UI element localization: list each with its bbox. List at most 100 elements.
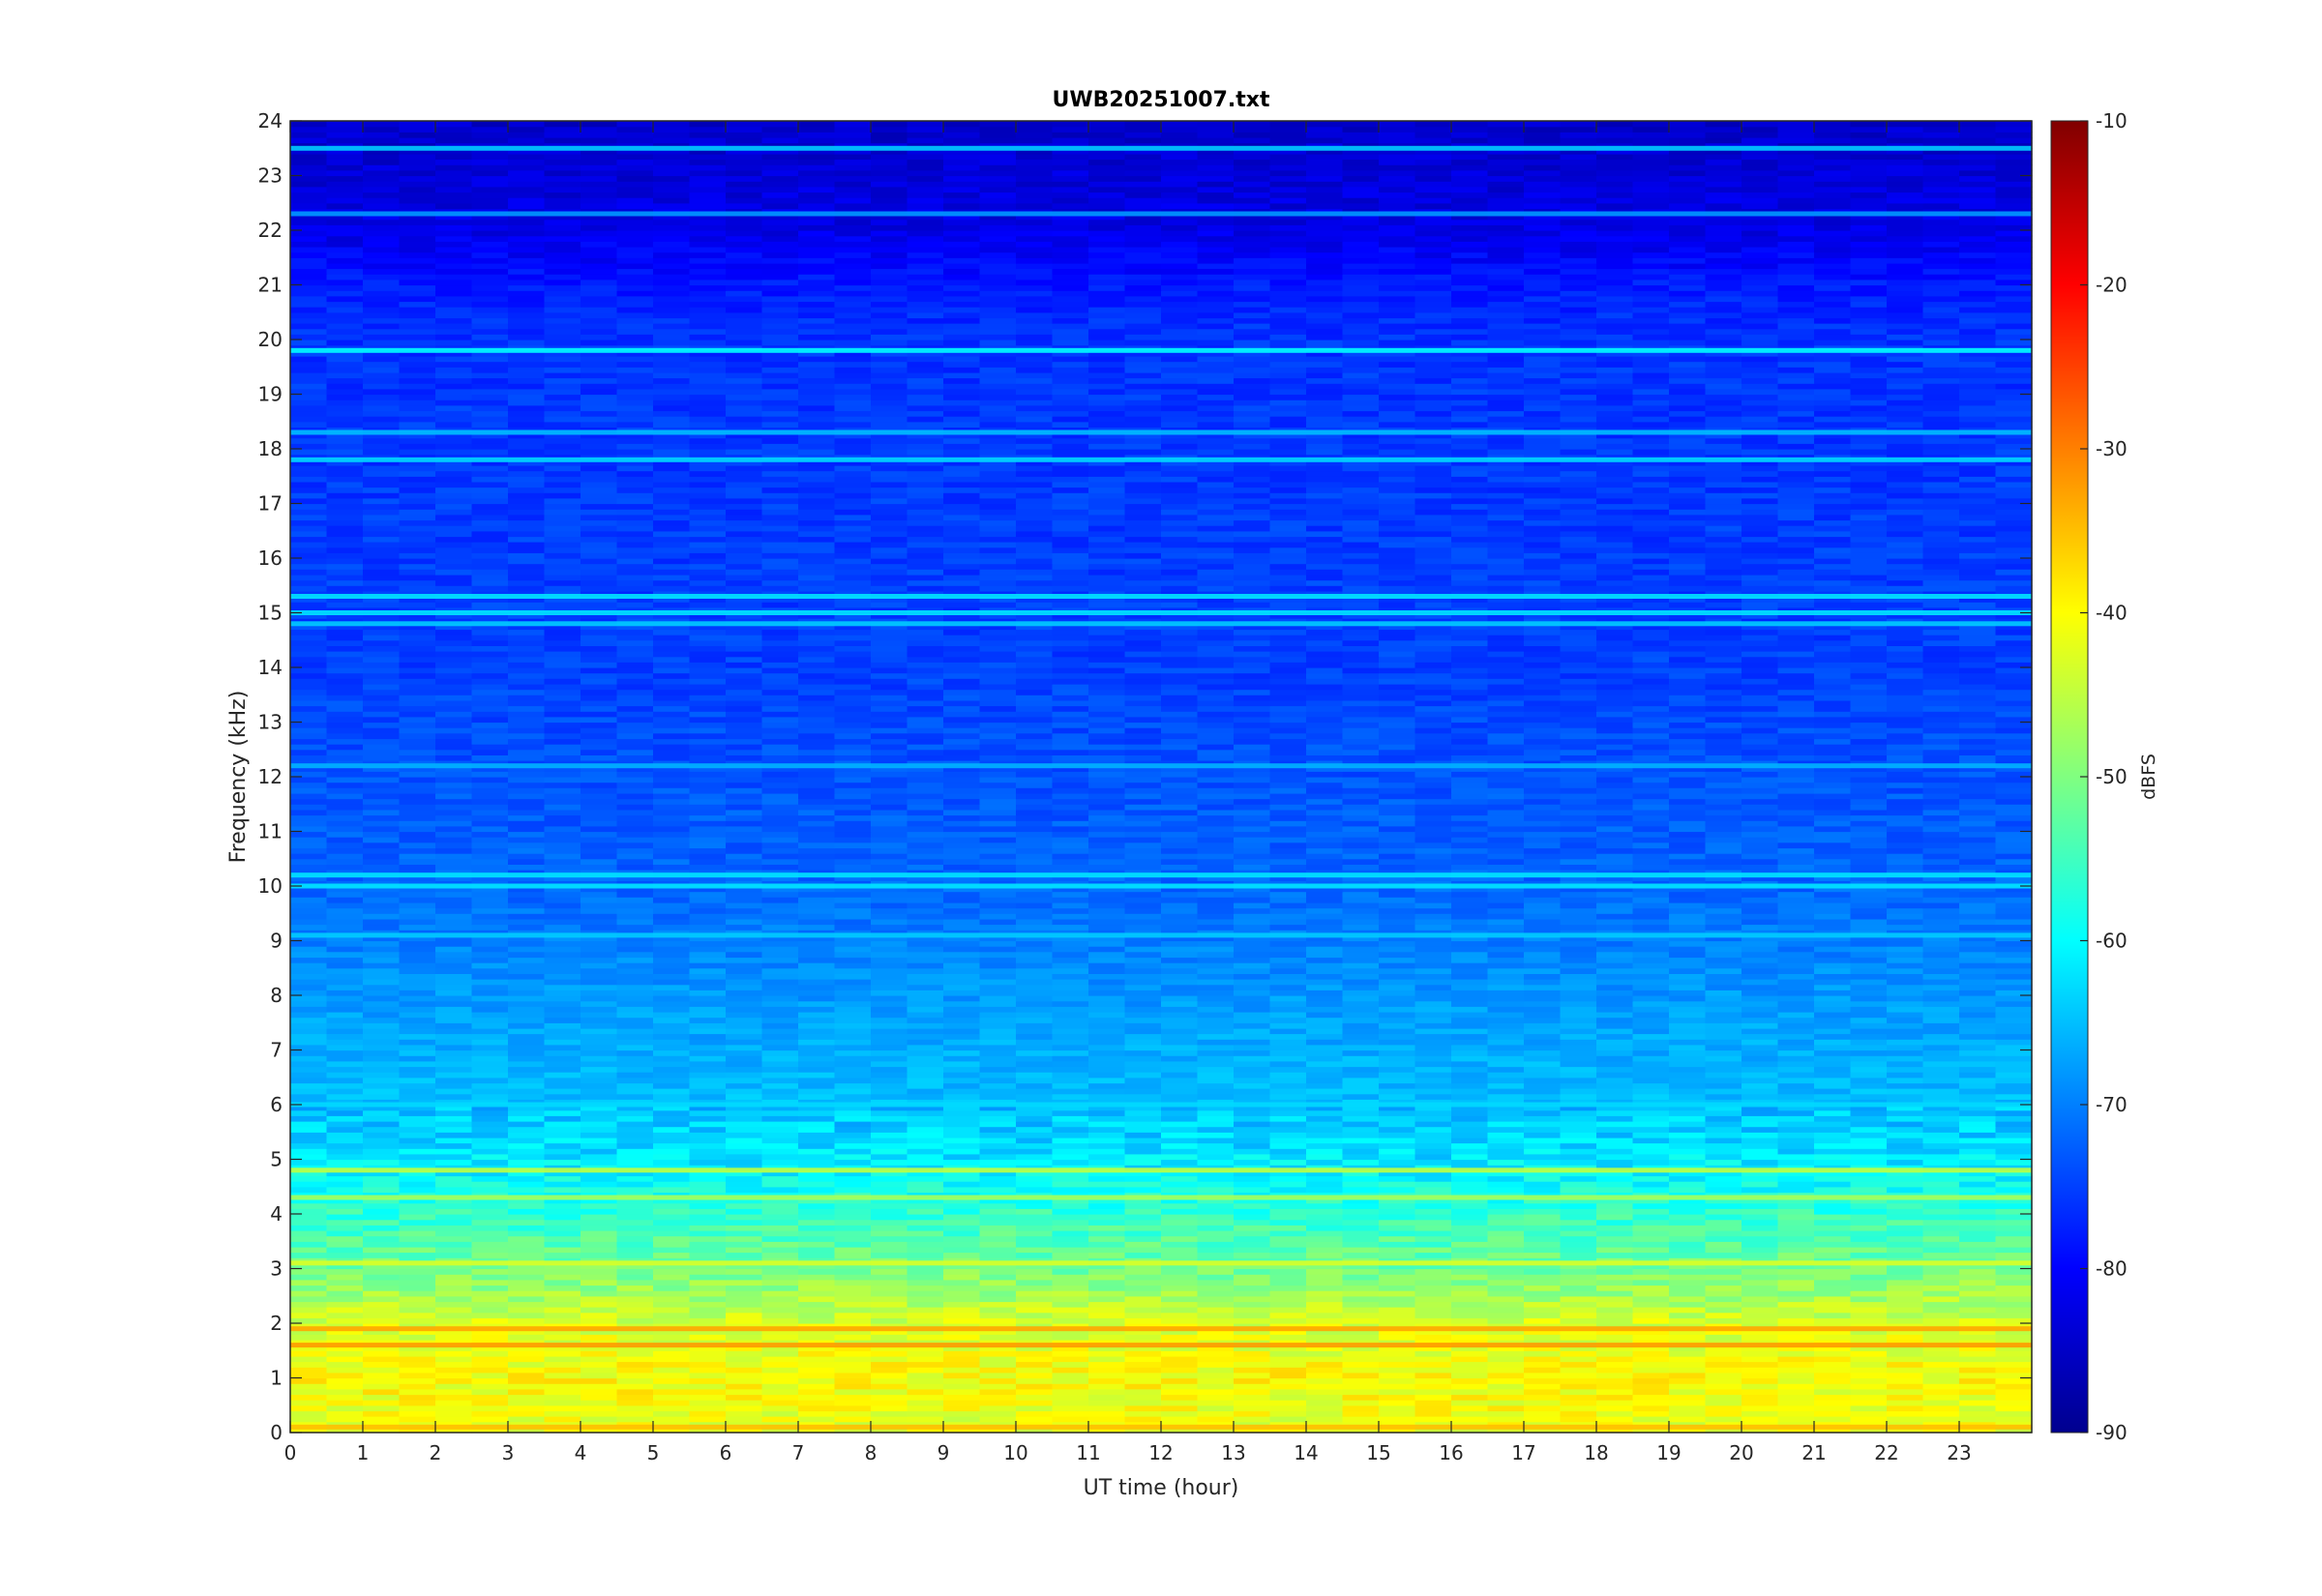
heatmap-cell: [435, 897, 473, 903]
heatmap-cell: [943, 1000, 981, 1007]
heatmap-cell: [1088, 1082, 1126, 1089]
heatmap-cell: [1197, 913, 1235, 920]
heatmap-cell: [1814, 1400, 1852, 1406]
heatmap-cell: [1850, 1017, 1888, 1023]
heatmap-cell: [1959, 1121, 1997, 1128]
heatmap-cell: [326, 1006, 364, 1013]
heatmap-cell: [580, 962, 618, 969]
heatmap-cell: [943, 1257, 981, 1264]
heatmap-cell: [1124, 1257, 1162, 1264]
heatmap-cell: [798, 1301, 836, 1308]
heatmap-cell: [1197, 1257, 1235, 1264]
heatmap-cell: [471, 967, 509, 974]
heatmap-cell: [1269, 1427, 1307, 1433]
heatmap-cell: [689, 1214, 727, 1221]
heatmap-cell: [1451, 1027, 1489, 1035]
heatmap-cell: [1451, 1012, 1489, 1019]
heatmap-cell: [1379, 957, 1416, 963]
heatmap-cell: [1596, 913, 1634, 920]
heatmap-cell: [1705, 1235, 1742, 1242]
heatmap-cell: [1777, 1355, 1815, 1363]
heatmap-cell: [1088, 1017, 1126, 1023]
heatmap-cell: [653, 1000, 691, 1007]
heatmap-cell: [943, 946, 981, 953]
heatmap-cell: [1814, 918, 1852, 926]
heatmap-cell: [1197, 930, 1235, 936]
heatmap-cell: [1269, 1027, 1307, 1035]
heatmap-cell: [1306, 1181, 1344, 1188]
heatmap-cell: [580, 1290, 618, 1297]
heatmap-cell: [616, 1274, 654, 1281]
heatmap-cell: [1887, 1072, 1924, 1079]
heatmap-cell: [1669, 1404, 1707, 1412]
heatmap-cell: [1451, 1214, 1489, 1221]
heatmap-cell: [1742, 870, 1779, 876]
heatmap-cell: [1379, 1416, 1416, 1423]
heatmap-cell: [1705, 1077, 1742, 1084]
heatmap-cell: [1269, 930, 1307, 936]
heatmap-cell: [1487, 1257, 1525, 1264]
heatmap-cell: [326, 1060, 364, 1068]
heatmap-cell: [1342, 1355, 1380, 1363]
heatmap-cell: [1197, 1077, 1235, 1084]
heatmap-cell: [943, 1225, 981, 1231]
heatmap-cell: [726, 1274, 763, 1281]
heatmap-cell: [726, 1241, 763, 1248]
heatmap-cell: [1342, 930, 1380, 936]
heatmap-cell: [1088, 946, 1126, 953]
heatmap-cell: [1560, 902, 1597, 909]
heatmap-cell: [580, 1404, 618, 1412]
heatmap-cell: [871, 1350, 908, 1357]
heatmap-cell: [943, 1033, 981, 1040]
heatmap-cell: [907, 1072, 944, 1079]
heatmap-cell: [326, 1077, 364, 1084]
heatmap-cell: [1995, 1082, 2033, 1089]
heatmap-cell: [1560, 1197, 1597, 1204]
heatmap-cell: [363, 1400, 401, 1406]
heatmap-cell: [871, 1012, 908, 1019]
heatmap-cell: [1850, 1012, 1888, 1019]
heatmap-cell: [1379, 1142, 1416, 1149]
heatmap-cell: [363, 951, 401, 959]
heatmap-cell: [1887, 1137, 1924, 1144]
heatmap-cell: [726, 1279, 763, 1286]
heatmap-cell: [907, 1099, 944, 1106]
heatmap-cell: [1342, 940, 1380, 947]
heatmap-cell: [761, 951, 799, 959]
heatmap-cell: [1850, 1388, 1888, 1396]
heatmap-cell: [943, 1126, 981, 1133]
heatmap-cell: [1088, 1285, 1126, 1291]
heatmap-cell: [399, 1410, 436, 1417]
heatmap-cell: [979, 951, 1017, 959]
heatmap-cell: [689, 973, 727, 980]
heatmap-cell: [1234, 1049, 1271, 1056]
heatmap-cell: [1596, 1301, 1634, 1308]
heatmap-cell: [1451, 951, 1489, 959]
heatmap-cell: [798, 1093, 836, 1100]
heatmap-cell: [689, 1175, 727, 1182]
heatmap-cell: [1959, 1148, 1997, 1155]
heatmap-cell: [979, 1039, 1017, 1046]
heatmap-cell: [1814, 1367, 1852, 1374]
heatmap-cell: [1814, 870, 1852, 876]
heatmap-cell: [1959, 1235, 1997, 1242]
heatmap-cell: [1052, 1181, 1089, 1188]
heatmap-cell: [616, 902, 654, 909]
heatmap-cell: [616, 995, 654, 1002]
heatmap-cell: [834, 1202, 872, 1209]
heatmap-cell: [943, 1181, 981, 1188]
heatmap-cell: [1669, 1394, 1707, 1401]
heatmap-cell: [1269, 1241, 1307, 1248]
heatmap-cell: [544, 1328, 581, 1335]
heatmap-cell: [1705, 1400, 1742, 1406]
heatmap-cell: [1524, 1394, 1562, 1401]
heatmap-cell: [544, 934, 581, 942]
heatmap-cell: [1487, 962, 1525, 969]
heatmap-cell: [544, 967, 581, 974]
heatmap-cell: [1524, 1235, 1562, 1242]
heatmap-cell: [471, 1066, 509, 1073]
heatmap-cell: [943, 902, 981, 909]
heatmap-cell: [1487, 1181, 1525, 1188]
heatmap-cell: [1234, 1022, 1271, 1029]
heatmap-cell: [1197, 962, 1235, 969]
